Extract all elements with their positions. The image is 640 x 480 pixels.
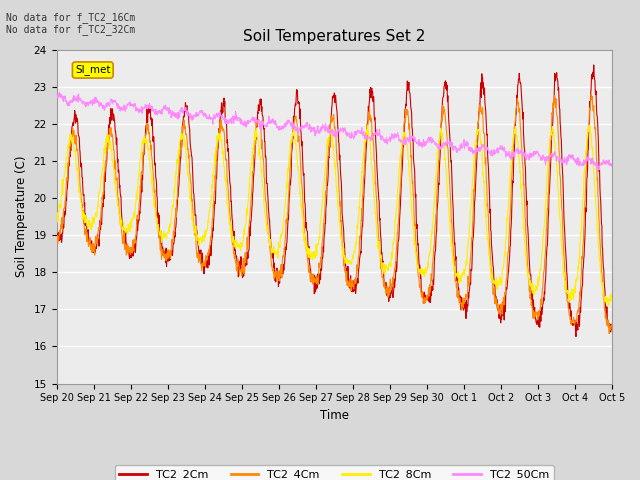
Legend: TC2_2Cm, TC2_4Cm, TC2_8Cm, TC2_50Cm: TC2_2Cm, TC2_4Cm, TC2_8Cm, TC2_50Cm <box>115 465 554 480</box>
X-axis label: Time: Time <box>320 409 349 422</box>
Y-axis label: Soil Temperature (C): Soil Temperature (C) <box>15 156 28 277</box>
Text: No data for f_TC2_16Cm
No data for f_TC2_32Cm: No data for f_TC2_16Cm No data for f_TC2… <box>6 12 136 36</box>
Title: Soil Temperatures Set 2: Soil Temperatures Set 2 <box>243 29 426 44</box>
Text: SI_met: SI_met <box>75 65 111 75</box>
